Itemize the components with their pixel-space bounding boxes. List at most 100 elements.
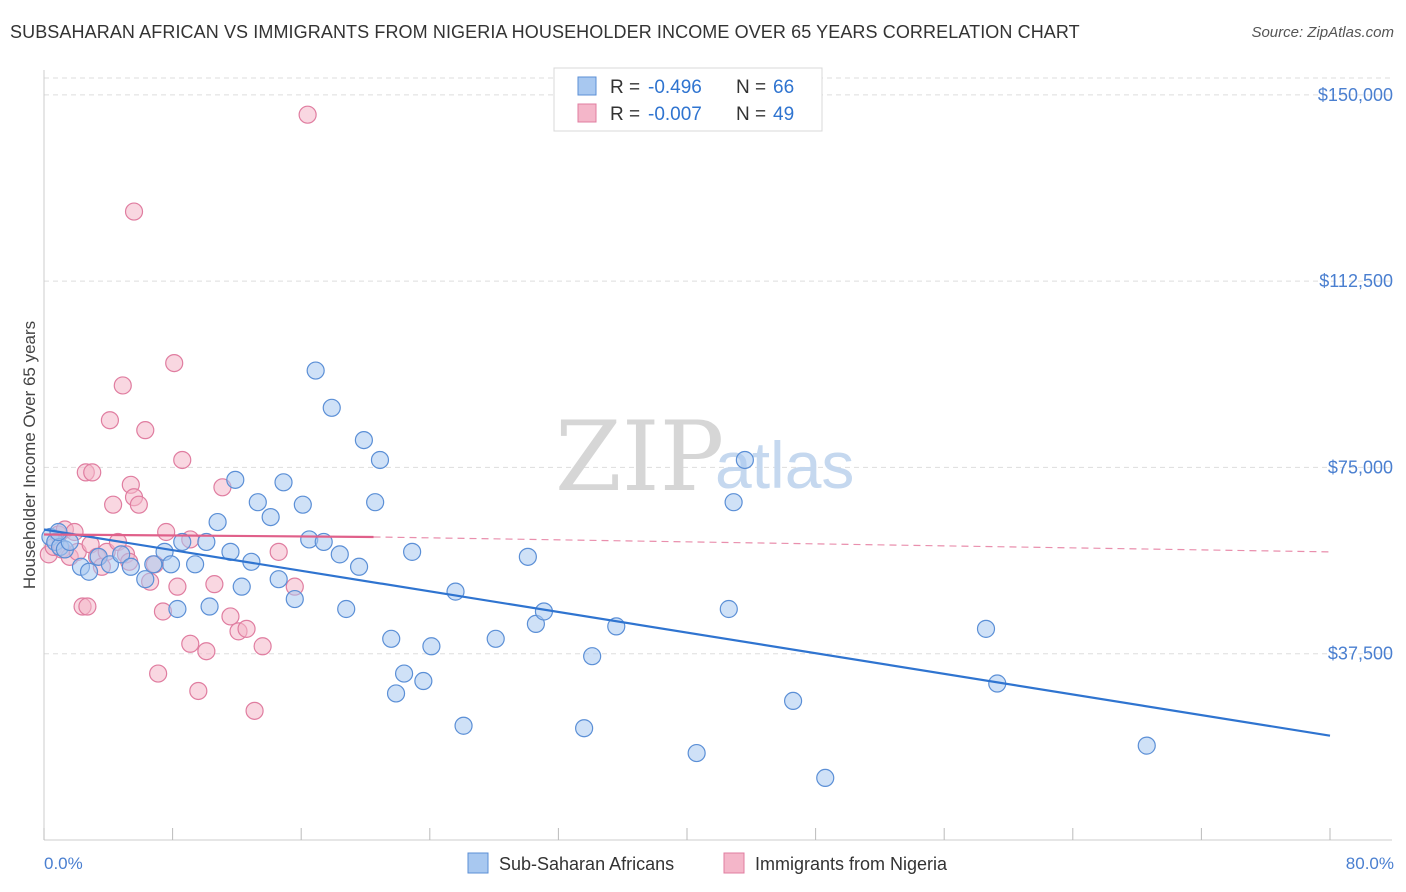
watermark-zip: ZIP (555, 401, 724, 513)
point-nigeria (136, 421, 155, 440)
point-sub-saharan (1137, 736, 1156, 755)
watermark-atlas: atlas (715, 428, 854, 502)
point-nigeria (157, 522, 176, 542)
point-nigeria (83, 463, 102, 482)
trend-line-sub-saharan (43, 528, 1331, 737)
point-sub-saharan (226, 470, 245, 489)
point-sub-saharan (735, 450, 754, 470)
point-sub-saharan (687, 743, 706, 763)
point-sub-saharan (366, 493, 385, 512)
point-sub-saharan (486, 629, 505, 648)
legend-n-value: 49 (773, 104, 794, 125)
point-sub-saharan (322, 398, 341, 417)
chart-title: SUBSAHARAN AFRICAN VS IMMIGRANTS FROM NI… (10, 22, 1080, 42)
point-sub-saharan (337, 599, 356, 619)
point-nigeria (104, 495, 123, 514)
point-sub-saharan (414, 671, 433, 691)
series-immigrants-from-nigeria (39, 105, 317, 720)
legend-r-label: R = (610, 104, 640, 125)
point-nigeria (181, 634, 200, 653)
point-sub-saharan (79, 562, 99, 581)
legend-r-label: R = (610, 77, 640, 98)
point-sub-saharan (248, 493, 267, 512)
point-sub-saharan (112, 545, 131, 564)
point-sub-saharan (382, 629, 401, 648)
point-sub-saharan (274, 473, 293, 492)
legend-label-sub-saharan: Sub-Saharan Africans (499, 854, 674, 874)
point-sub-saharan (446, 582, 465, 601)
trend-line-nigeria (43, 533, 374, 539)
point-sub-saharan (306, 361, 325, 380)
point-sub-saharan (232, 577, 251, 596)
legend-n-value: 66 (773, 77, 794, 98)
point-sub-saharan (976, 619, 996, 638)
y-tick-label: $75,000 (1328, 457, 1393, 477)
point-sub-saharan (583, 647, 602, 666)
point-nigeria (205, 575, 224, 594)
watermark: ZIP atlas (555, 401, 854, 513)
point-nigeria (113, 376, 132, 395)
correlation-legend: R = -0.496 N = 66 R = -0.007 N = 49 (553, 67, 823, 132)
point-sub-saharan (161, 555, 181, 574)
point-nigeria (237, 619, 256, 638)
point-sub-saharan (293, 495, 312, 514)
point-sub-saharan (330, 545, 349, 564)
point-nigeria (173, 450, 192, 470)
point-sub-saharan (208, 512, 227, 532)
point-nigeria (100, 411, 120, 430)
series-sub-saharan-africans (41, 361, 1156, 788)
point-nigeria (298, 105, 317, 124)
point-sub-saharan (816, 768, 835, 788)
point-sub-saharan (575, 719, 594, 738)
point-nigeria (78, 597, 97, 616)
point-sub-saharan (285, 589, 304, 609)
point-nigeria (253, 637, 272, 656)
legend-swatch-sub-saharan (467, 852, 489, 874)
point-nigeria (165, 353, 184, 373)
point-sub-saharan (186, 555, 205, 574)
point-sub-saharan (349, 557, 369, 576)
point-nigeria (269, 542, 288, 561)
point-sub-saharan (261, 507, 280, 527)
axis-layer (43, 70, 1392, 841)
point-sub-saharan (121, 557, 140, 576)
point-sub-saharan (403, 542, 422, 561)
y-tick-label: $37,500 (1328, 644, 1393, 664)
y-tick-label: $150,000 (1318, 85, 1393, 105)
point-sub-saharan (386, 684, 406, 703)
y-tick-labels: $37,500 $75,000 $112,500 $150,000 (1318, 85, 1393, 664)
point-sub-saharan (370, 450, 390, 470)
trend-lines (43, 528, 1331, 737)
point-sub-saharan (144, 555, 163, 574)
point-nigeria (221, 607, 240, 626)
point-sub-saharan (136, 570, 155, 589)
legend-swatch-pink (577, 103, 597, 123)
point-sub-saharan (197, 532, 216, 552)
point-sub-saharan (518, 547, 537, 566)
x-tick-label-max: 80.0% (1346, 854, 1394, 873)
point-sub-saharan (394, 664, 414, 683)
point-sub-saharan (724, 493, 743, 512)
point-nigeria (189, 681, 208, 701)
legend-r-value: -0.007 (648, 104, 702, 125)
legend-n-label: N = (736, 77, 766, 98)
point-sub-saharan (354, 430, 373, 450)
point-nigeria (149, 664, 168, 683)
point-nigeria (245, 701, 264, 720)
point-nigeria (129, 495, 148, 514)
point-sub-saharan (422, 637, 441, 656)
x-tick-label-min: 0.0% (44, 854, 83, 873)
legend-swatch-nigeria (723, 852, 745, 874)
point-sub-saharan (200, 597, 219, 616)
point-sub-saharan (719, 599, 738, 619)
point-nigeria (197, 642, 216, 661)
series-legend: Sub-Saharan Africans Immigrants from Nig… (467, 852, 948, 874)
point-nigeria (124, 202, 144, 221)
y-tick-label: $112,500 (1319, 271, 1393, 291)
legend-r-value: -0.496 (648, 77, 702, 98)
point-sub-saharan (783, 691, 803, 711)
point-sub-saharan (269, 570, 288, 589)
point-sub-saharan (454, 716, 473, 735)
legend-label-nigeria: Immigrants from Nigeria (755, 854, 948, 874)
